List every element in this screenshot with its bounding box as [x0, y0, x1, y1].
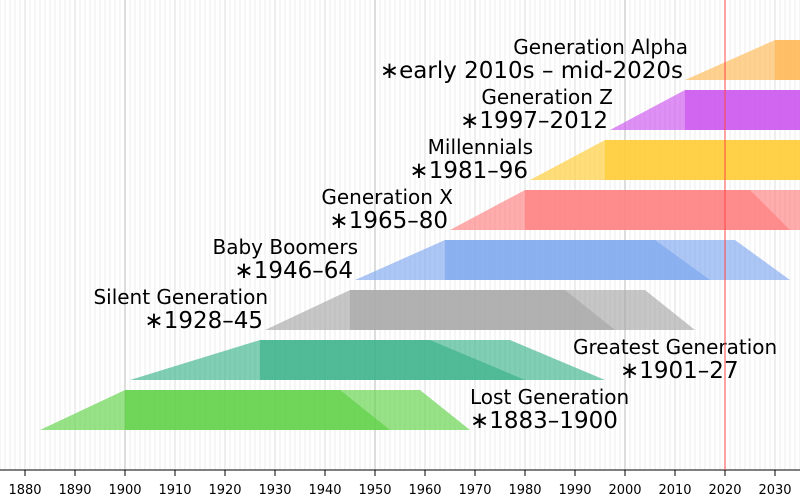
x-tick-label: 1930	[258, 483, 291, 498]
generation	[355, 240, 790, 280]
generation-name: Generation Alpha	[513, 35, 688, 59]
x-tick-label: 2030	[758, 483, 791, 498]
generation-years: ∗1928–45	[144, 308, 263, 334]
generation-years: ∗1981–96	[409, 158, 528, 184]
x-tick-label: 1960	[408, 483, 441, 498]
x-tick-label: 1910	[158, 483, 191, 498]
generation-years: ∗1965–80	[329, 208, 448, 234]
x-tick-label: 1920	[208, 483, 241, 498]
x-tick-label: 1880	[8, 483, 41, 498]
x-tick-label: 1950	[358, 483, 391, 498]
generation-years: ∗1901–27	[620, 358, 739, 384]
generation	[40, 390, 470, 430]
generation-core	[685, 90, 800, 130]
generation-core	[260, 340, 525, 380]
x-tick-label: 2010	[658, 483, 691, 498]
generation-years: ∗early 2010s – mid-2020s	[380, 58, 683, 84]
x-tick-label: 2020	[708, 483, 741, 498]
generation-name: Baby Boomers	[213, 235, 359, 259]
generation-years: ∗1946–64	[234, 258, 353, 284]
generation-core	[445, 240, 710, 280]
x-tick-label: 2000	[608, 483, 641, 498]
generation	[530, 140, 800, 180]
generation	[130, 340, 605, 380]
generation-years: ∗1883–1900	[470, 408, 618, 434]
generation-span	[685, 40, 800, 80]
x-tick-label: 1990	[558, 483, 591, 498]
generation-core	[350, 290, 615, 330]
generation	[265, 290, 695, 330]
x-tick-label: 1890	[58, 483, 91, 498]
generation-name: Lost Generation	[470, 385, 629, 409]
generation-name: Generation X	[321, 185, 453, 209]
generation-years: ∗1997–2012	[460, 108, 608, 134]
generation-name: Generation Z	[481, 85, 613, 109]
generation-core	[605, 140, 800, 180]
x-tick-label: 1900	[108, 483, 141, 498]
x-tick-label: 1970	[458, 483, 491, 498]
generation	[685, 40, 800, 80]
generation-name: Greatest Generation	[573, 335, 777, 359]
x-tick-label: 1940	[308, 483, 341, 498]
generation-name: Millennials	[428, 135, 533, 159]
generation-core	[525, 190, 790, 230]
generation-name: Silent Generation	[93, 285, 268, 309]
generation	[450, 190, 800, 230]
generation-core	[775, 40, 800, 80]
generation-core	[125, 390, 390, 430]
generation	[610, 90, 800, 130]
x-tick-label: 1980	[508, 483, 541, 498]
